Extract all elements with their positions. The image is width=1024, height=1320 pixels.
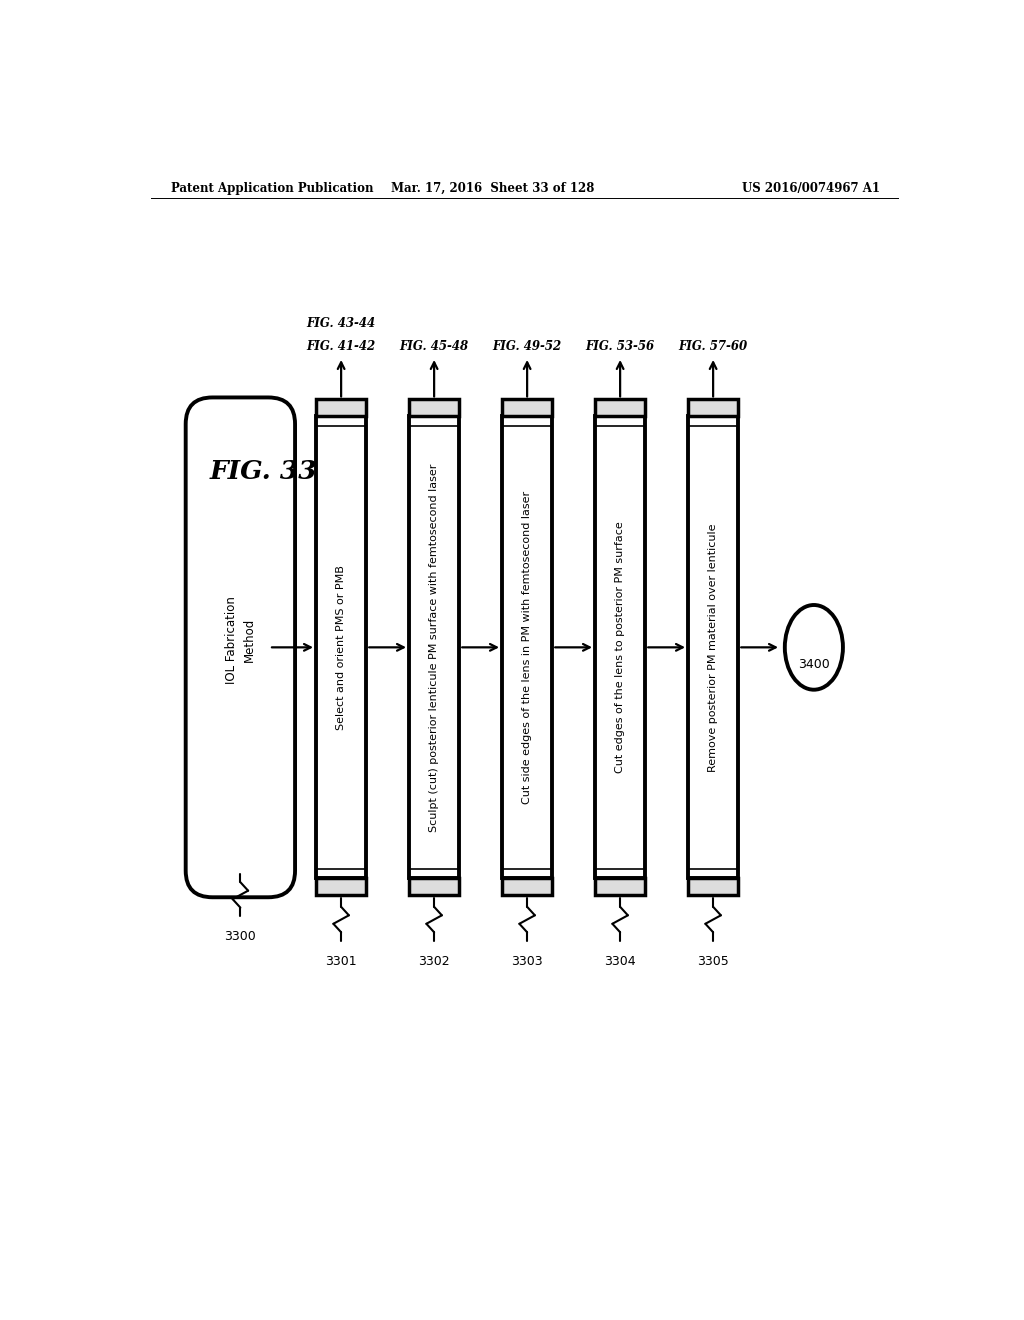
Bar bbox=[595, 878, 645, 895]
Bar bbox=[595, 400, 645, 416]
Bar bbox=[688, 878, 738, 895]
Text: FIG. 43-44: FIG. 43-44 bbox=[306, 317, 376, 330]
Bar bbox=[502, 878, 552, 895]
Text: FIG. 49-52: FIG. 49-52 bbox=[493, 341, 562, 354]
Bar bbox=[502, 400, 552, 416]
Text: FIG. 41-42: FIG. 41-42 bbox=[306, 341, 376, 354]
Text: 3300: 3300 bbox=[224, 931, 256, 942]
Text: Sculpt (cut) posterior lenticule PM surface with femtosecond laser: Sculpt (cut) posterior lenticule PM surf… bbox=[429, 463, 439, 832]
Text: FIG. 33: FIG. 33 bbox=[209, 459, 317, 483]
Text: 3303: 3303 bbox=[511, 954, 543, 968]
Bar bbox=[409, 416, 460, 878]
Bar bbox=[409, 400, 460, 416]
Text: FIG. 53-56: FIG. 53-56 bbox=[586, 341, 654, 354]
Text: IOL Fabrication
Method: IOL Fabrication Method bbox=[225, 595, 255, 684]
Bar bbox=[502, 416, 552, 878]
Bar bbox=[688, 400, 738, 416]
Text: Select and orient PMS or PMB: Select and orient PMS or PMB bbox=[336, 565, 346, 730]
Text: FIG. 57-60: FIG. 57-60 bbox=[679, 341, 748, 354]
Bar bbox=[316, 416, 367, 878]
Text: Remove posterior PM material over lenticule: Remove posterior PM material over lentic… bbox=[709, 523, 718, 772]
Bar bbox=[316, 878, 367, 895]
Bar bbox=[595, 416, 645, 878]
Text: FIG. 45-48: FIG. 45-48 bbox=[399, 341, 469, 354]
Bar bbox=[316, 400, 367, 416]
Text: 3305: 3305 bbox=[697, 954, 729, 968]
Text: Patent Application Publication: Patent Application Publication bbox=[171, 182, 373, 194]
FancyBboxPatch shape bbox=[185, 397, 295, 898]
Text: Cut edges of the lens to posterior PM surface: Cut edges of the lens to posterior PM su… bbox=[615, 521, 625, 774]
Text: 3400: 3400 bbox=[798, 657, 829, 671]
Bar bbox=[409, 878, 460, 895]
Text: 3301: 3301 bbox=[326, 954, 357, 968]
Text: Mar. 17, 2016  Sheet 33 of 128: Mar. 17, 2016 Sheet 33 of 128 bbox=[390, 182, 594, 194]
Ellipse shape bbox=[784, 605, 843, 690]
Text: 3302: 3302 bbox=[419, 954, 450, 968]
Text: 3304: 3304 bbox=[604, 954, 636, 968]
Bar bbox=[688, 416, 738, 878]
Text: Cut side edges of the lens in PM with femtosecond laser: Cut side edges of the lens in PM with fe… bbox=[522, 491, 532, 804]
Text: US 2016/0074967 A1: US 2016/0074967 A1 bbox=[741, 182, 880, 194]
